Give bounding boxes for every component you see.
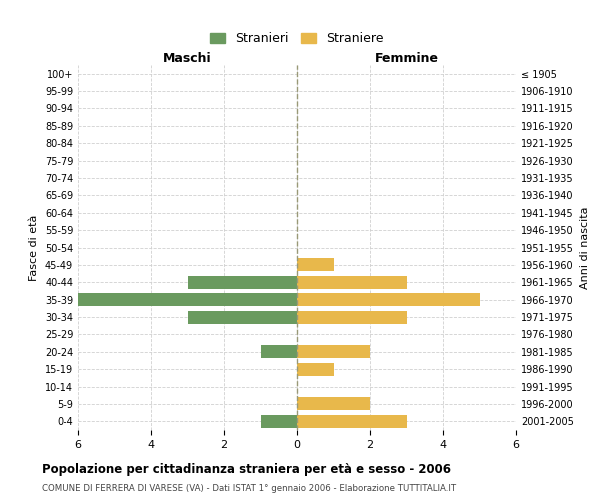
Text: Popolazione per cittadinanza straniera per età e sesso - 2006: Popolazione per cittadinanza straniera p… (42, 462, 451, 475)
Bar (260, 346, 297, 358)
Text: Maschi: Maschi (163, 52, 212, 65)
Text: COMUNE DI FERRERA DI VARESE (VA) - Dati ISTAT 1° gennaio 2006 - Elaborazione TUT: COMUNE DI FERRERA DI VARESE (VA) - Dati … (42, 484, 456, 493)
Y-axis label: Fasce di età: Fasce di età (29, 214, 39, 280)
Bar (297, 415, 407, 428)
Bar (297, 293, 479, 306)
Bar (187, 310, 297, 324)
Text: Femmine: Femmine (374, 52, 439, 65)
Bar (78, 293, 297, 306)
Bar (297, 276, 407, 289)
Bar (260, 415, 297, 428)
Bar (297, 346, 370, 358)
Bar (297, 310, 407, 324)
Bar (297, 362, 334, 376)
Bar (297, 258, 334, 272)
Bar (187, 276, 297, 289)
Legend: Stranieri, Straniere: Stranieri, Straniere (205, 28, 389, 50)
Y-axis label: Anni di nascita: Anni di nascita (580, 206, 590, 289)
Bar (297, 398, 370, 410)
